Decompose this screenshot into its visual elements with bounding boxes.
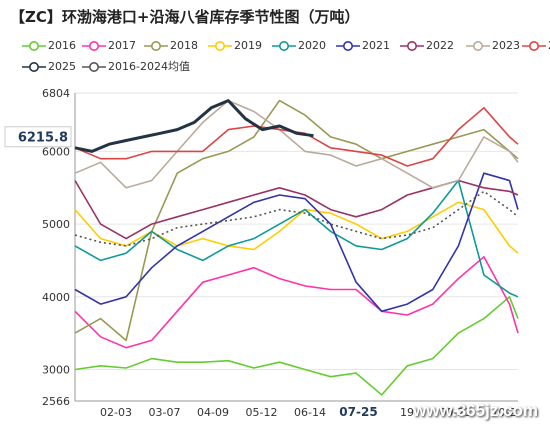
x-tick-label: 03-07 bbox=[149, 406, 181, 419]
legend-label: 2024 bbox=[548, 38, 550, 54]
legend-label: 2022 bbox=[426, 39, 454, 52]
legend-swatch bbox=[336, 41, 360, 51]
y-tick-label: 3000 bbox=[42, 363, 70, 376]
x-tick-label: 07-25 bbox=[339, 405, 377, 419]
legend-swatch bbox=[400, 41, 424, 51]
series-line-2021 bbox=[74, 172, 519, 313]
x-tick-label: 04-09 bbox=[197, 406, 229, 419]
legend-label: 2020 bbox=[298, 39, 326, 52]
current-value-box bbox=[4, 126, 72, 148]
watermark: www.365jz.com bbox=[412, 401, 538, 420]
series-line-2016 bbox=[74, 295, 519, 396]
y-tick-label: 5000 bbox=[42, 218, 70, 231]
series-line-2017 bbox=[74, 255, 519, 349]
legend-swatch bbox=[208, 41, 232, 51]
legend-label: 2018 bbox=[170, 39, 198, 52]
x-tick-label: 02-03 bbox=[100, 406, 132, 419]
legend-swatch bbox=[272, 41, 296, 51]
chart-title: 【ZC】环渤海港口+沿海八省库存季节性图（万吨） bbox=[10, 8, 360, 26]
y-tick-label: 6804 bbox=[42, 87, 70, 100]
legend-label: 2023 bbox=[492, 39, 520, 52]
x-tick-label: 09-21 bbox=[440, 406, 472, 419]
series-line-2025 bbox=[74, 99, 314, 153]
series-line-2016-2024均值 bbox=[74, 190, 519, 247]
legend-swatch bbox=[22, 41, 46, 51]
legend-swatch bbox=[466, 41, 490, 51]
y-tick-label: 4000 bbox=[42, 291, 70, 304]
y-tick-label: 2566 bbox=[42, 395, 70, 408]
legend-label: 2021 bbox=[362, 39, 390, 52]
legend-label: 2019 bbox=[234, 39, 262, 52]
x-tick-label: 05-12 bbox=[246, 406, 278, 419]
legend-swatch bbox=[522, 41, 546, 51]
legend-swatch bbox=[22, 62, 46, 72]
x-tick-label: 19 bbox=[400, 406, 414, 419]
current-value-label: 6215.8 bbox=[18, 131, 68, 146]
legend-label: 2025 bbox=[48, 60, 76, 73]
series-line-2019 bbox=[74, 201, 519, 254]
legend-label: 2016-2024均值 bbox=[108, 60, 190, 73]
legend-swatch bbox=[144, 41, 168, 51]
series-line-2023 bbox=[74, 99, 519, 189]
legend-label: 2016 bbox=[48, 39, 76, 52]
x-tick-label: 06-14 bbox=[294, 406, 326, 419]
y-tick-label: 6000 bbox=[42, 145, 70, 158]
legend-swatch bbox=[82, 62, 106, 72]
legend-swatch bbox=[82, 41, 106, 51]
legend-label: 2017 bbox=[108, 39, 136, 52]
x-tick-label: 10-2 bbox=[492, 406, 517, 419]
